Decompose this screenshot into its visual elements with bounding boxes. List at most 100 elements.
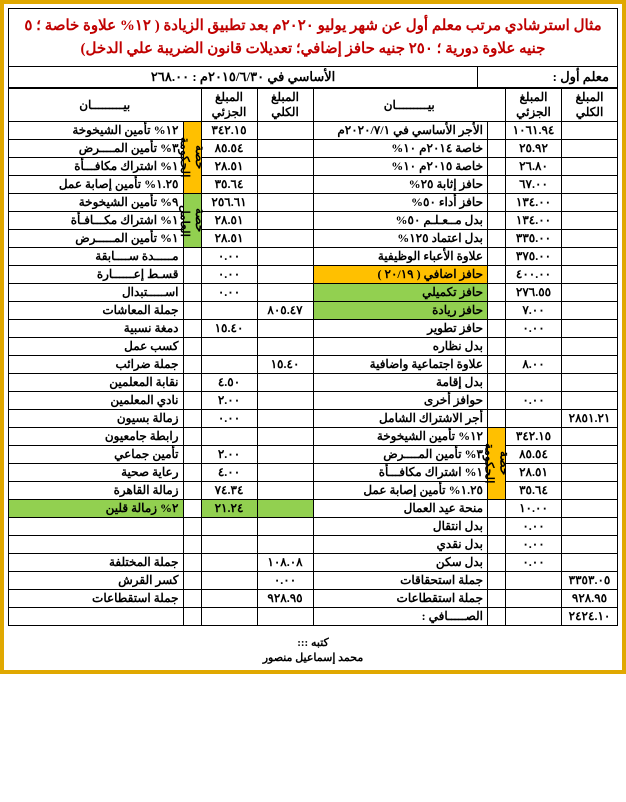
- cell-desc: علاوة اجتماعية واضافية: [313, 356, 488, 374]
- cell-desc: اســـــتبدال: [9, 284, 184, 302]
- cell-total: [562, 248, 618, 266]
- cell-desc: ١% اشتراك مكافـــأة: [313, 464, 488, 482]
- cell-desc: تأمين جماعي: [9, 446, 184, 464]
- side-empty: [183, 392, 201, 410]
- side-empty: [183, 320, 201, 338]
- cell-total: [257, 140, 313, 158]
- side-empty: [488, 356, 506, 374]
- cell-total: [257, 608, 313, 626]
- cell-part: [201, 554, 257, 572]
- cell-desc: جملة ضرائب: [9, 356, 184, 374]
- cell-part: ٠.٠٠: [506, 320, 562, 338]
- cell-part: ٨.٠٠: [506, 356, 562, 374]
- side-empty: [183, 590, 201, 608]
- cell-total: ١٠٨.٠٨: [257, 554, 313, 572]
- side-empty: [183, 338, 201, 356]
- cell-part: ٢١.٢٤: [201, 500, 257, 518]
- footer: كتبه ::: محمد إسماعيل منصور: [8, 626, 618, 664]
- cell-desc: حافز إثابة ٢٥%: [313, 176, 488, 194]
- side-empty: [488, 374, 506, 392]
- table-row: ١٣٤.٠٠بدل مــعـلـم ٥٠%٢٨.٥١١% اشتراك مكـ…: [9, 212, 618, 230]
- table-row: ٣٤٢.١٥حصة الحكومة١٢% تأمين الشيخوخةرابطة…: [9, 428, 618, 446]
- cell-desc: ٣% تأمين المــــرض: [9, 140, 184, 158]
- side-empty: [488, 536, 506, 554]
- cell-desc: علاوة الأعباء الوظيفية: [313, 248, 488, 266]
- table-row: ٣٧٥.٠٠علاوة الأعباء الوظيفية٠.٠٠مـــــدة…: [9, 248, 618, 266]
- side-empty: [488, 140, 506, 158]
- cell-part: ٤.٥٠: [201, 374, 257, 392]
- side-empty: [488, 608, 506, 626]
- cell-part: [506, 572, 562, 590]
- footer-by: كتبه :::: [8, 636, 618, 649]
- cell-part: ٠.٠٠: [506, 392, 562, 410]
- table-row: ٢٨.٥١١% اشتراك مكافـــأة٤.٠٠رعاية صحية: [9, 464, 618, 482]
- cell-desc: [9, 536, 184, 554]
- cell-total: [562, 194, 618, 212]
- cell-desc: زمالة بسيون: [9, 410, 184, 428]
- cell-desc: جملة استحقاقات: [313, 572, 488, 590]
- cell-desc: جملة المعاشات: [9, 302, 184, 320]
- cell-desc: زمالة القاهرة: [9, 482, 184, 500]
- cell-total: [562, 392, 618, 410]
- cell-part: ٨٥.٥٤: [506, 446, 562, 464]
- side-empty: [183, 500, 201, 518]
- cell-desc: ١% تأمين المـــــرض: [9, 230, 184, 248]
- cell-part: ٠.٠٠: [201, 248, 257, 266]
- cell-total: [257, 122, 313, 140]
- cell-total: [257, 392, 313, 410]
- cell-part: ٣٥.٦٤: [201, 176, 257, 194]
- side-empty: [488, 266, 506, 284]
- cell-desc: الصـــــافي :: [313, 608, 488, 626]
- payroll-table: المبلغ الكلي المبلغ الجزئي بيـــــــــان…: [8, 88, 618, 626]
- cell-desc: كسب عمل: [9, 338, 184, 356]
- cell-desc: ١.٢٥% تأمين إصابة عمل: [313, 482, 488, 500]
- side-empty: [488, 212, 506, 230]
- title-text: مثال استرشادي مرتب معلم أول عن شهر يوليو…: [24, 18, 601, 57]
- side-empty: [488, 338, 506, 356]
- header-row: المبلغ الكلي المبلغ الجزئي بيـــــــــان…: [9, 89, 618, 122]
- cell-total: [562, 464, 618, 482]
- table-row: ٨.٠٠علاوة اجتماعية واضافية١٥.٤٠جملة ضرائ…: [9, 356, 618, 374]
- basic-label: الأساسي في ٢٠١٥/٦/٣٠م : ٢٦٨.٠٠: [9, 67, 477, 87]
- cell-part: ٠.٠٠: [506, 536, 562, 554]
- cell-total: [562, 374, 618, 392]
- cell-total: [562, 302, 618, 320]
- cell-part: [201, 356, 257, 374]
- table-row: بدل نظاره كسب عمل: [9, 338, 618, 356]
- cell-desc: قسـط إعــــــارة: [9, 266, 184, 284]
- side-empty: [183, 518, 201, 536]
- side-empty: [183, 446, 201, 464]
- cell-part: [506, 590, 562, 608]
- cell-desc: بدل انتقال: [313, 518, 488, 536]
- side-empty: [488, 284, 506, 302]
- cell-part: [201, 338, 257, 356]
- cell-desc: بدل مــعـلـم ٥٠%: [313, 212, 488, 230]
- cell-desc: بدل نظاره: [313, 338, 488, 356]
- cell-part: ٢٨.٥١: [201, 230, 257, 248]
- cell-part: [201, 590, 257, 608]
- table-row: ٢٥.٩٢خاصة ٢٠١٤م ١٠%٨٥.٥٤٣% تأمين المــــ…: [9, 140, 618, 158]
- cell-part: ٣٣٥.٠٠: [506, 230, 562, 248]
- side-empty: [183, 302, 201, 320]
- cell-total: [562, 212, 618, 230]
- side-empty: [183, 464, 201, 482]
- cell-total: ٩٢٨.٩٥: [257, 590, 313, 608]
- table-row: ١٣٤.٠٠حافز أداء ٥٠%٢٥٦.٦١حصة العامل٩% تأ…: [9, 194, 618, 212]
- cell-desc: كسر القرش: [9, 572, 184, 590]
- table-row: ٤٠٠.٠٠حافز اضافي ( ٢٠/١٩ )٠.٠٠قسـط إعـــ…: [9, 266, 618, 284]
- cell-desc: نقابة المعلمين: [9, 374, 184, 392]
- cell-part: ٢٨.٥١: [201, 158, 257, 176]
- side-empty: [183, 266, 201, 284]
- cell-part: ٢٧٦.٥٥: [506, 284, 562, 302]
- table-row: ٩٢٨.٩٥جملة استقطاعات٩٢٨.٩٥جملة استقطاعات: [9, 590, 618, 608]
- cell-desc: ٢% زمالة قلين: [9, 500, 184, 518]
- cell-total: [562, 554, 618, 572]
- cell-part: ٣٧٥.٠٠: [506, 248, 562, 266]
- side-empty: [488, 320, 506, 338]
- side-empty: [488, 500, 506, 518]
- cell-desc: حوافز أخرى: [313, 392, 488, 410]
- side-empty: [488, 194, 506, 212]
- grade-label: معلم أول :: [477, 67, 617, 87]
- cell-total: [257, 446, 313, 464]
- cell-total: [562, 518, 618, 536]
